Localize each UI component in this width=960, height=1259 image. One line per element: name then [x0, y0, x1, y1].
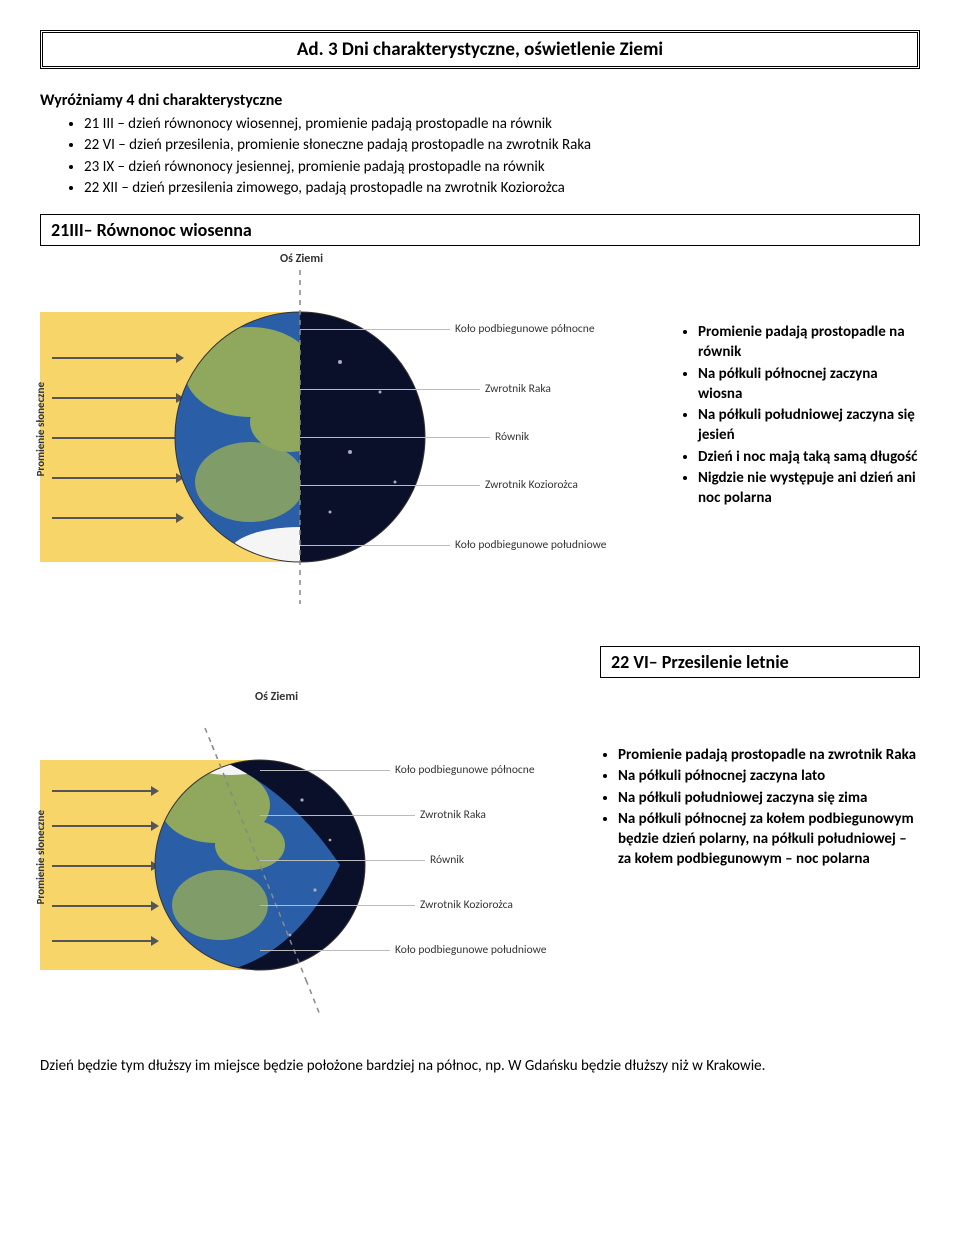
list-item: Promienie padają prostopadle na równik — [698, 322, 920, 363]
list-item: 22 XII – dzień przesilenia zimowego, pad… — [84, 178, 920, 198]
lat-line-equator — [260, 860, 425, 861]
list-item: Nigdzie nie występuje ani dzień ani noc … — [698, 468, 920, 509]
lat-label-capricorn: Zwrotnik Koziorożca — [420, 898, 513, 912]
intro-heading: Wyróżniamy 4 dni charakterystyczne — [40, 91, 920, 110]
closing-note: Dzień będzie tym dłuższy im miejsce będz… — [40, 1056, 920, 1077]
lat-label-antarctic: Koło podbiegunowe południowe — [395, 943, 546, 957]
section-heading-equinox: 21III– Równonoc wiosenna — [40, 214, 920, 246]
intro-bullet-list: 21 III – dzień równonocy wiosennej, prom… — [40, 114, 920, 198]
lat-label-equator: Równik — [430, 853, 464, 867]
lat-line-cancer — [300, 389, 480, 390]
lat-line-antarctic — [300, 545, 450, 546]
list-item: 21 III – dzień równonocy wiosennej, prom… — [84, 114, 920, 134]
list-item: Dzień i noc mają taką samą długość — [698, 447, 920, 467]
lat-line-arctic — [300, 329, 450, 330]
lat-label-cancer: Zwrotnik Raka — [485, 382, 551, 396]
lat-label-arctic: Koło podbiegunowe północne — [395, 763, 535, 777]
list-item: Na półkuli północnej zaczyna lato — [618, 766, 920, 786]
lat-line-capricorn — [300, 485, 480, 486]
figure-solstice-row: Oś Ziemi Promienie słoneczne — [40, 690, 920, 1020]
list-item: 23 IX – dzień równonocy jesiennej, promi… — [84, 157, 920, 177]
lat-label-capricorn: Zwrotnik Koziorożca — [485, 478, 578, 492]
lat-line-cancer — [260, 815, 415, 816]
figure-solstice: Oś Ziemi Promienie słoneczne — [40, 690, 600, 1020]
solstice-bullets: Promienie padają prostopadle na zwrotnik… — [600, 745, 920, 871]
globe-solstice-icon — [40, 690, 600, 1020]
page-title: Ad. 3 Dni charakterystyczne, oświetlenie… — [40, 30, 920, 69]
section-heading-solstice: 22 VI– Przesilenie letnie — [600, 646, 920, 678]
lat-line-capricorn — [260, 905, 415, 906]
lat-label-equator: Równik — [495, 430, 529, 444]
lat-label-antarctic: Koło podbiegunowe południowe — [455, 538, 606, 552]
list-item: Na półkuli południowej zaczyna się jesie… — [698, 405, 920, 446]
lat-line-arctic — [260, 770, 390, 771]
figure-equinox-row: Oś Ziemi Promienie słoneczne — [40, 252, 920, 622]
list-item: Promienie padają prostopadle na zwrotnik… — [618, 745, 920, 765]
list-item: Na półkuli północnej za kołem podbieguno… — [618, 809, 920, 870]
lat-label-cancer: Zwrotnik Raka — [420, 808, 486, 822]
lat-label-arctic: Koło podbiegunowe północne — [455, 322, 595, 336]
figure-equinox: Oś Ziemi Promienie słoneczne — [40, 252, 680, 622]
list-item: 22 VI – dzień przesilenia, promienie sło… — [84, 135, 920, 155]
equinox-bullets: Promienie padają prostopadle na równik N… — [680, 322, 920, 509]
lat-line-antarctic — [260, 950, 390, 951]
lat-line-equator — [300, 437, 490, 438]
list-item: Na półkuli południowej zaczyna się zima — [618, 788, 920, 808]
list-item: Na półkuli północnej zaczyna wiosna — [698, 364, 920, 405]
